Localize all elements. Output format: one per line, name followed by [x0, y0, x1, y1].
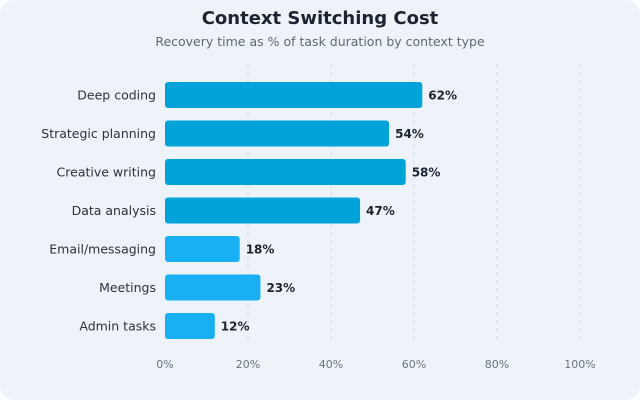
category-label: Data analysis: [72, 203, 156, 218]
bar: [165, 274, 261, 301]
bar: [165, 120, 390, 147]
value-label: 18%: [246, 243, 275, 257]
bar: [165, 82, 423, 108]
value-label: 58%: [412, 166, 441, 180]
x-tick-label: 0%: [156, 358, 173, 371]
category-label: Deep coding: [77, 88, 156, 103]
value-label: 12%: [221, 320, 250, 334]
bar: [165, 236, 240, 262]
category-label: Strategic planning: [41, 126, 156, 141]
value-label: 47%: [366, 204, 395, 218]
x-tick-label: 40%: [319, 358, 343, 371]
value-label: 62%: [428, 89, 457, 103]
bar: [165, 197, 361, 224]
bar: [165, 313, 215, 339]
x-tick-label: 60%: [402, 358, 426, 371]
value-label: 23%: [266, 281, 295, 295]
category-label: Meetings: [99, 280, 156, 295]
x-tick-label: 20%: [236, 358, 260, 371]
category-label: Admin tasks: [79, 319, 156, 334]
chart-title: Context Switching Cost: [201, 8, 439, 29]
bar: [165, 159, 406, 185]
chart-subtitle: Recovery time as % of task duration by c…: [155, 34, 485, 49]
x-tick-label: 100%: [564, 358, 595, 371]
category-label: Email/messaging: [49, 242, 156, 257]
value-label: 54%: [395, 127, 424, 141]
category-label: Creative writing: [57, 165, 156, 180]
x-tick-label: 80%: [485, 358, 509, 371]
